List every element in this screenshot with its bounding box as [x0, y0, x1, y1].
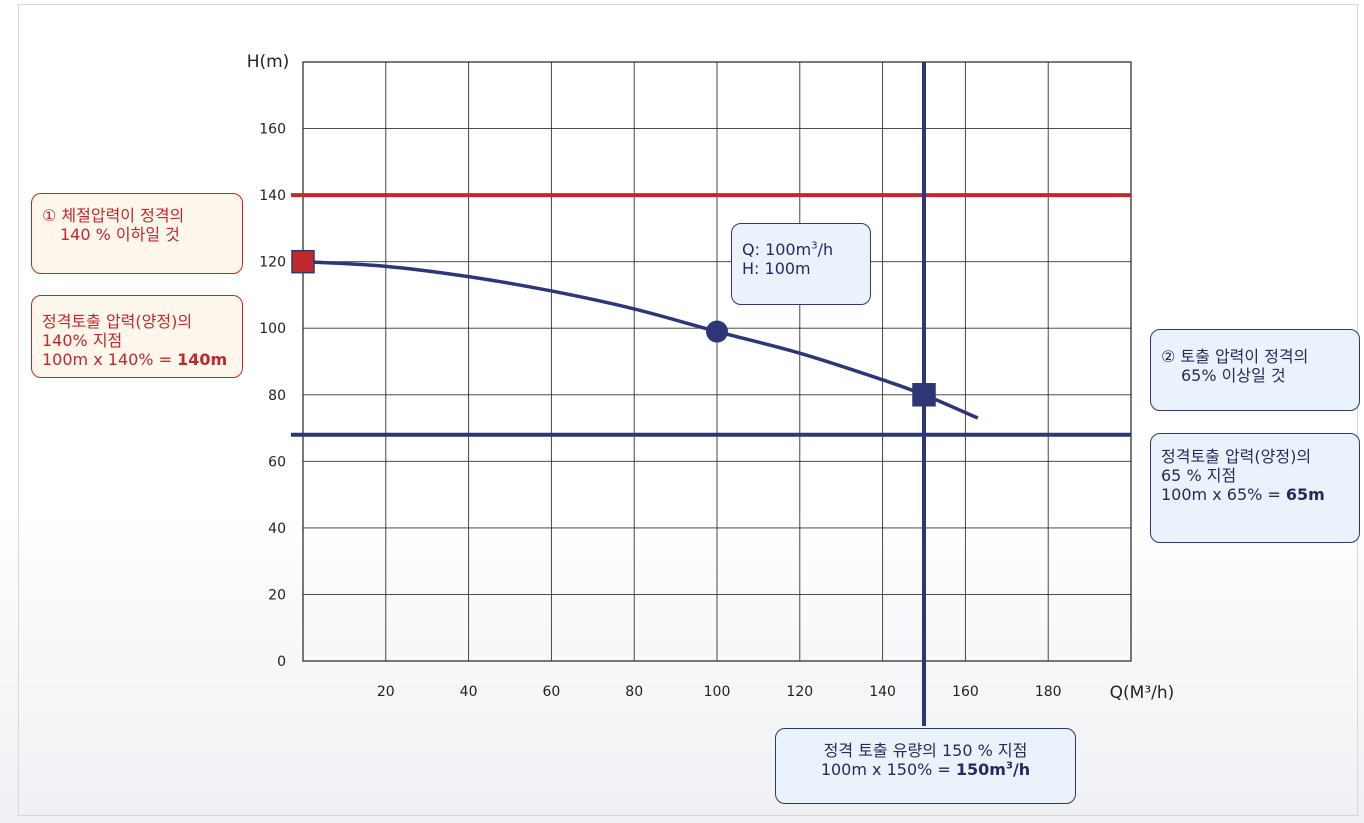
- rated-point-callout: Q: 100m3/h H: 100m: [731, 223, 871, 305]
- y-tick-label: 60: [268, 454, 286, 470]
- overload-calc-line2: 65 % 지점: [1161, 466, 1237, 485]
- x-tick-label: 160: [952, 684, 979, 700]
- markers-layer: [291, 249, 936, 407]
- y-tick-label: 80: [268, 388, 286, 404]
- chart-frame: [18, 4, 1358, 816]
- y-tick-label: 20: [268, 587, 286, 603]
- shutoff-calc-line3: 100m x 140% = 140m: [42, 350, 232, 369]
- shutoff-calc-line2: 140% 지점: [42, 331, 123, 350]
- x-tick-label: 60: [542, 684, 560, 700]
- overload-calc-line1: 정격토출 압력(양정)의: [1161, 447, 1312, 466]
- x-tick-label: 80: [625, 684, 643, 700]
- y-tick-label: 0: [277, 654, 286, 670]
- flow-line2: 100m x 150% = 150m3/h: [786, 760, 1065, 779]
- overload-calc-formula: 100m x 65% =: [1161, 485, 1286, 504]
- x-axis-title: Q(M³/h): [1110, 683, 1175, 703]
- square-marker: [912, 383, 936, 407]
- flow-point-callout: 정격 토출 유량의 150 % 지점 100m x 150% = 150m3/h: [775, 728, 1076, 804]
- y-tick-label: 100: [259, 321, 286, 337]
- series-layer: [302, 259, 979, 420]
- shutoff-condition-callout: ① 체절압력이 정격의 140 % 이하일 것: [31, 193, 243, 274]
- shutoff-calc-formula: 100m x 140% =: [42, 350, 178, 369]
- x-tick-label: 120: [786, 684, 813, 700]
- overload-line2: 65% 이상일 것: [1181, 366, 1286, 385]
- x-tick-label: 180: [1035, 684, 1062, 700]
- shutoff-line2: 140 % 이하일 것: [60, 225, 180, 244]
- grid: [303, 62, 1131, 661]
- rated-q-unit: /h: [817, 240, 834, 259]
- y-tick-label: 140: [259, 188, 286, 204]
- flow-result-unit: /h: [1012, 760, 1031, 779]
- circle-marker: [706, 320, 728, 343]
- reference-lines: [291, 62, 1131, 726]
- flow-result: 150m3/h: [956, 760, 1030, 779]
- overload-calc-line3: 100m x 65% = 65m: [1161, 485, 1349, 504]
- shutoff-line1: ① 체절압력이 정격의: [42, 206, 185, 225]
- flow-result-sup: 3: [1005, 760, 1013, 772]
- x-tick-label: 100: [704, 684, 731, 700]
- x-tick-label: 140: [869, 684, 896, 700]
- rated-q: Q: 100m3/h: [742, 240, 860, 259]
- shutoff-calc-line1: 정격토출 압력(양정)의: [42, 312, 193, 331]
- plot-border: [302, 61, 1132, 662]
- x-tick-label: 40: [460, 684, 478, 700]
- x-tick-label: 20: [377, 684, 395, 700]
- flow-result-value: 150m: [955, 760, 1006, 779]
- overload-line1: ② 토출 압력이 정격의: [1161, 347, 1309, 366]
- rated-q-text: Q: 100m: [742, 240, 812, 259]
- tick-labels: 20 40 60 80 100 120 140 160 180 0 20 40 60 80 100 120 14…: [259, 122, 1061, 700]
- overload-calc-callout: 정격토출 압력(양정)의 65 % 지점 100m x 65% = 65m: [1150, 433, 1360, 543]
- y-tick-label: 160: [259, 122, 286, 138]
- pump-curve-line: [302, 259, 979, 420]
- overload-condition-callout: ② 토출 압력이 정격의 65% 이상일 것: [1150, 329, 1360, 411]
- rated-q-sup: 3: [811, 240, 818, 252]
- shutoff-calc-result: 140m: [177, 350, 228, 369]
- flow-formula: 100m x 150% =: [820, 760, 956, 779]
- shutoff-calc-callout: 정격토출 압력(양정)의 140% 지점 100m x 140% = 140m: [31, 295, 243, 378]
- flow-line1: 정격 토출 유량의 150 % 지점: [823, 741, 1028, 760]
- square-marker: [291, 249, 315, 274]
- overload-calc-result: 65m: [1285, 485, 1325, 504]
- y-tick-label: 40: [268, 521, 286, 537]
- rated-h: H: 100m: [742, 259, 811, 278]
- y-axis-title: H(m): [247, 52, 290, 72]
- y-tick-label: 120: [259, 255, 286, 271]
